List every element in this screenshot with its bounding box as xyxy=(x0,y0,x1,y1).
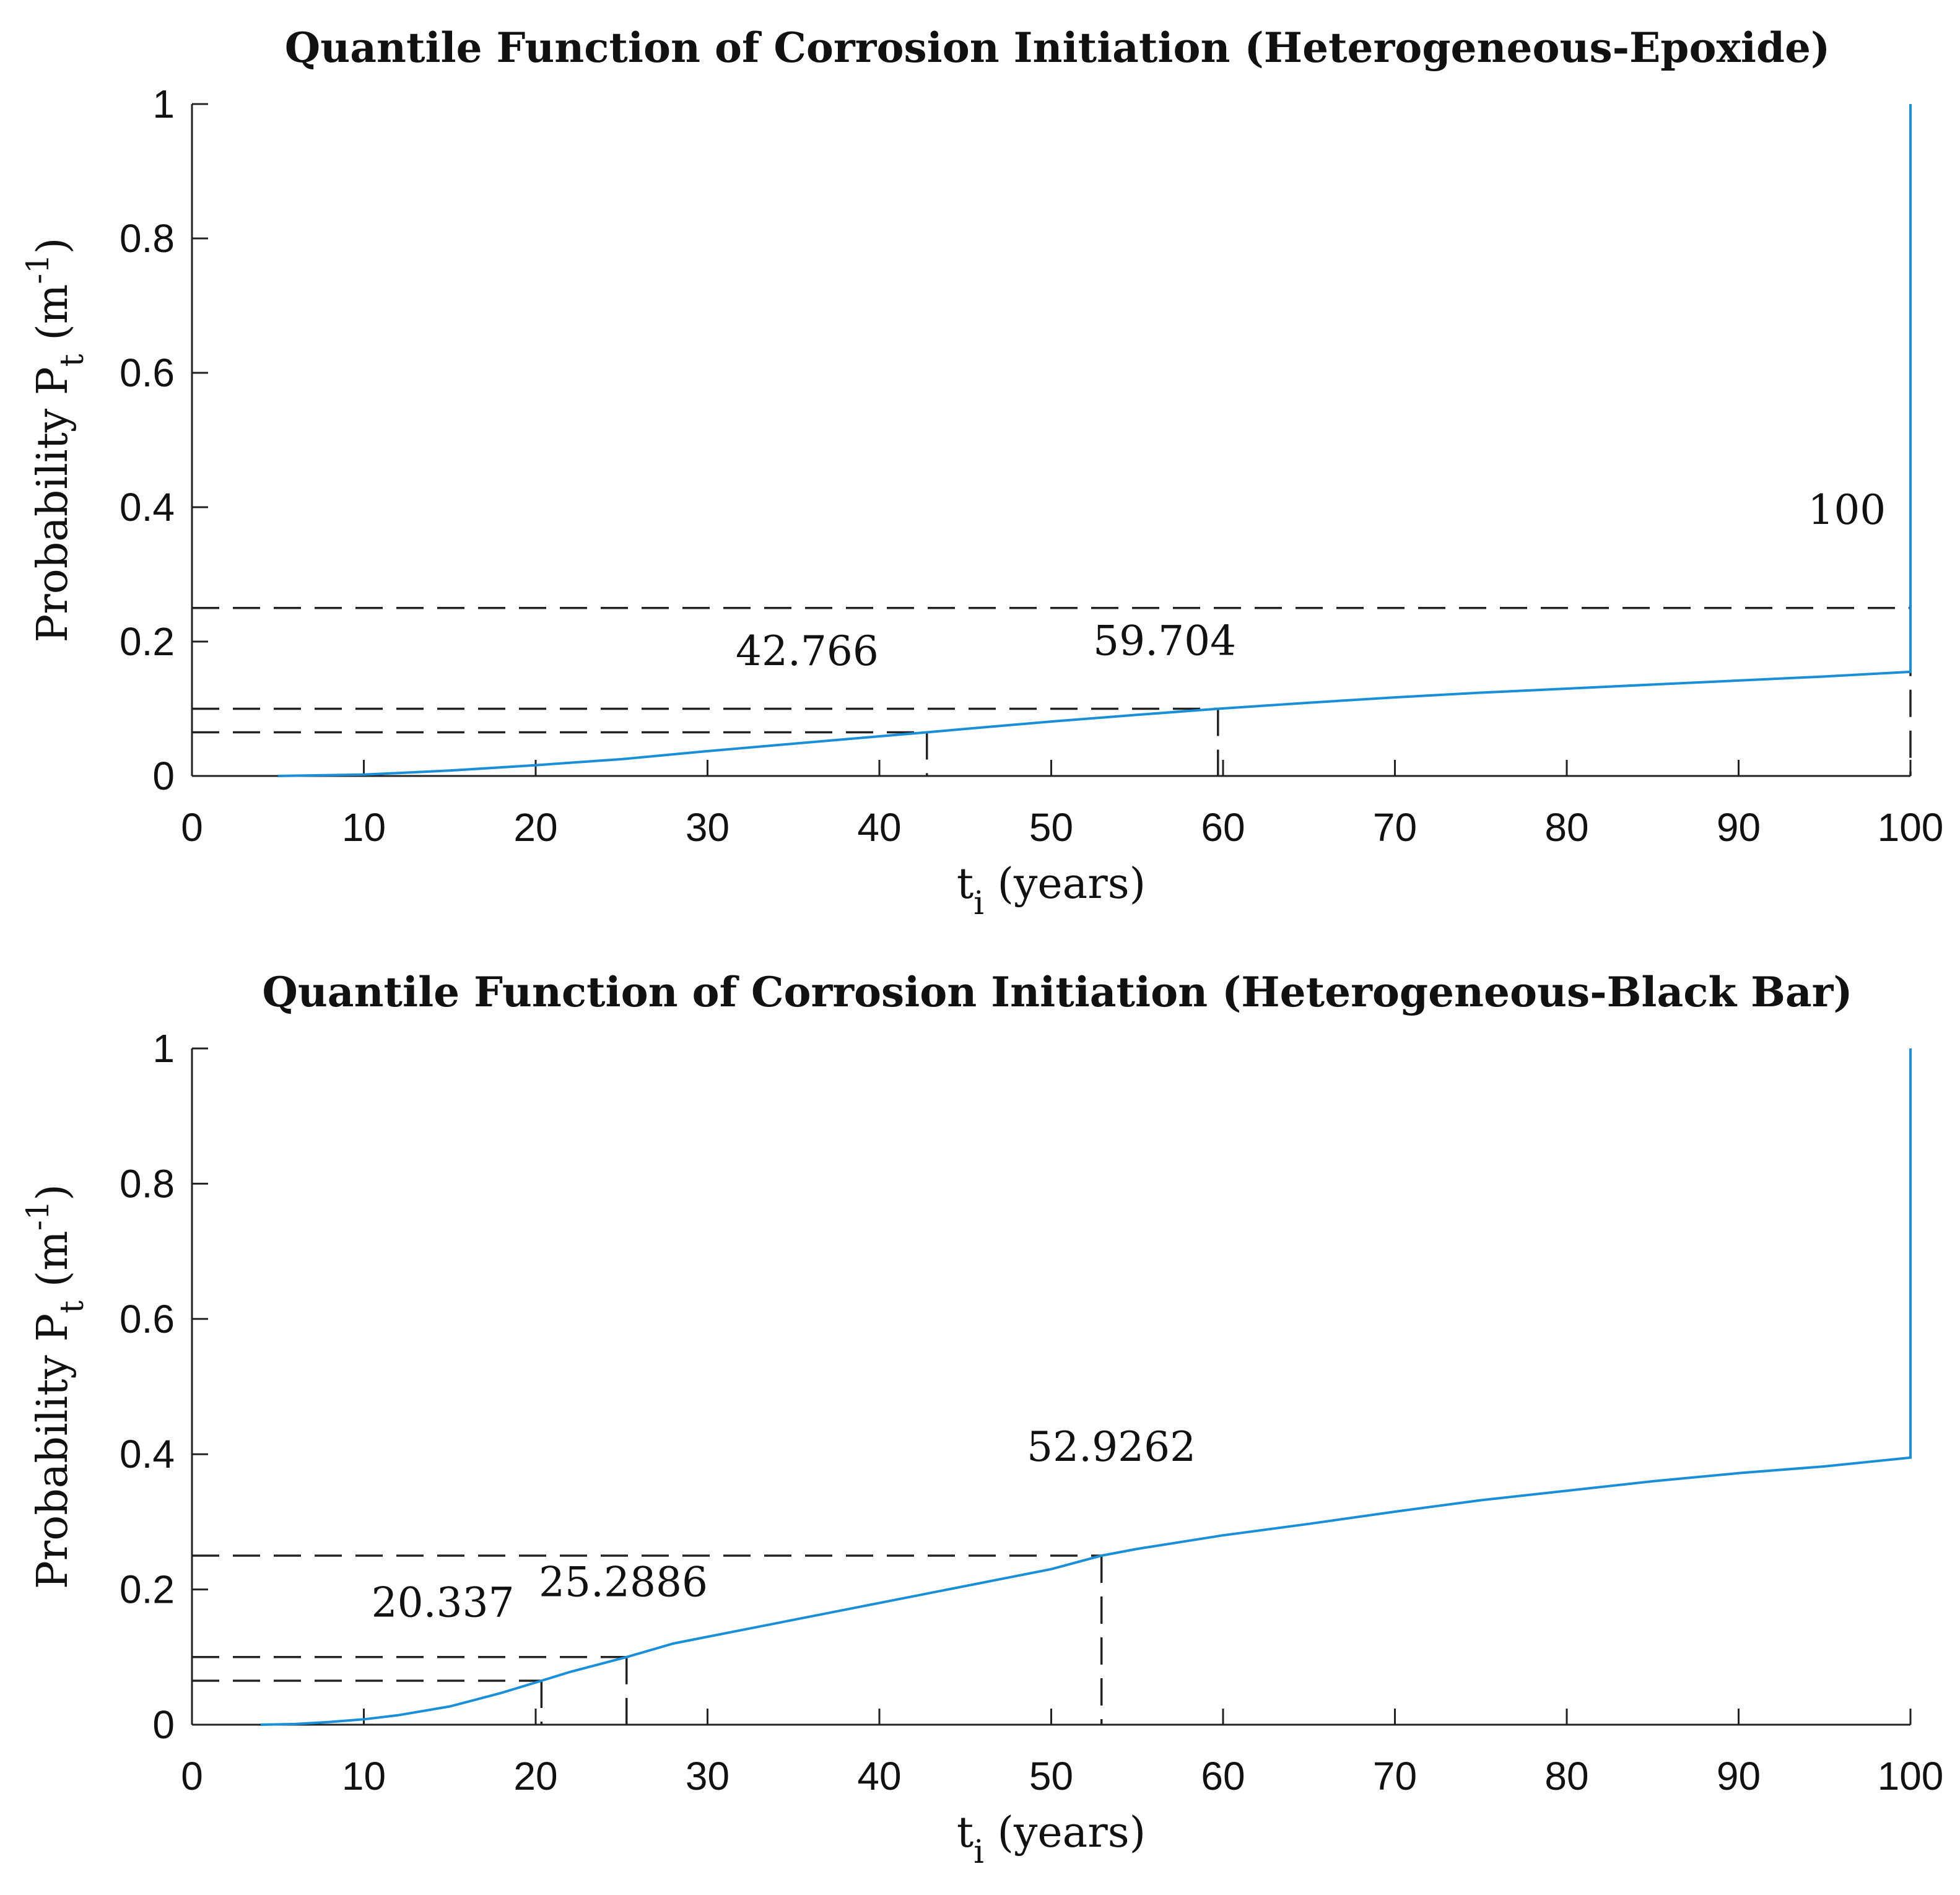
x-tick-label: 90 xyxy=(1717,1754,1761,1798)
y-axis-label-sub: t xyxy=(54,354,91,367)
x-tick-label: 70 xyxy=(1373,805,1417,850)
x-tick-label: 10 xyxy=(342,805,386,850)
y-axis-label: Probability Pt (m-1) xyxy=(20,1184,91,1589)
x-tick-label: 50 xyxy=(1029,1754,1073,1798)
marker-label: 25.2886 xyxy=(539,1559,708,1606)
x-tick-label: 60 xyxy=(1201,1754,1245,1798)
y-axis-label-main: Probability P xyxy=(28,1313,77,1589)
x-tick-label: 100 xyxy=(1878,1754,1944,1798)
y-tick-label: 0.6 xyxy=(120,351,175,395)
y-axis-label-sup: -1 xyxy=(20,1201,56,1231)
x-tick-label: 0 xyxy=(181,805,203,850)
y-tick-label: 0.2 xyxy=(120,619,175,664)
chart-title: Quantile Function of Corrosion Initiatio… xyxy=(262,968,1852,1016)
chart-title: Quantile Function of Corrosion Initiatio… xyxy=(285,24,1831,72)
x-tick-label: 30 xyxy=(686,805,730,850)
x-axis-label-main: t xyxy=(957,1808,973,1857)
marker-label: 20.337 xyxy=(372,1579,515,1626)
marker-label: 59.704 xyxy=(1093,617,1236,665)
series-line xyxy=(277,104,1912,777)
x-tick-label: 20 xyxy=(513,805,557,850)
x-tick-label: 80 xyxy=(1544,805,1588,850)
y-axis-label: Probability Pt (m-1) xyxy=(20,238,91,643)
y-axis-label-open: (m xyxy=(28,284,77,354)
x-axis-label-main: t xyxy=(957,860,973,908)
x-tick-label: 100 xyxy=(1878,805,1944,850)
x-tick-label: 40 xyxy=(857,1754,901,1798)
x-tick-label: 70 xyxy=(1373,1754,1417,1798)
marker-label: 42.766 xyxy=(736,627,879,675)
x-tick-label: 40 xyxy=(857,805,901,850)
y-tick-label: 0 xyxy=(152,754,175,798)
y-tick-label: 0.6 xyxy=(120,1297,175,1341)
chart-black-bar: Quantile Function of Corrosion Initiatio… xyxy=(20,968,1943,1871)
y-axis-label-open: (m xyxy=(28,1231,77,1300)
y-axis-label-close: ) xyxy=(28,238,77,255)
x-axis-label-rest: (years) xyxy=(984,1808,1146,1857)
y-tick-label: 0.8 xyxy=(120,1161,175,1206)
y-axis-label-close: ) xyxy=(28,1184,77,1201)
x-tick-label: 80 xyxy=(1544,1754,1588,1798)
x-tick-label: 0 xyxy=(181,1754,203,1798)
y-tick-label: 1 xyxy=(152,1026,175,1071)
y-axis-label-main: Probability P xyxy=(28,367,77,642)
chart-epoxide: Quantile Function of Corrosion Initiatio… xyxy=(20,24,1943,922)
x-tick-label: 20 xyxy=(513,1754,557,1798)
y-axis-label-sub: t xyxy=(54,1300,91,1313)
y-axis-label-sup: -1 xyxy=(20,254,56,284)
marker-label: 100 xyxy=(1808,486,1886,534)
x-tick-label: 30 xyxy=(686,1754,730,1798)
y-tick-label: 1 xyxy=(152,82,175,126)
y-tick-label: 0.2 xyxy=(120,1567,175,1612)
x-axis-label-rest: (years) xyxy=(984,860,1146,908)
x-tick-label: 50 xyxy=(1029,805,1073,850)
x-axis-label-sub: i xyxy=(973,1834,984,1871)
y-tick-label: 0 xyxy=(152,1702,175,1747)
x-tick-label: 10 xyxy=(342,1754,386,1798)
x-axis-label: ti (years) xyxy=(957,1808,1146,1871)
y-tick-label: 0.4 xyxy=(120,1432,175,1476)
series-line xyxy=(260,1048,1912,1726)
y-tick-label: 0.8 xyxy=(120,216,175,261)
marker-label: 52.9262 xyxy=(1027,1423,1196,1471)
x-axis-label-sub: i xyxy=(973,885,984,922)
y-tick-label: 0.4 xyxy=(120,485,175,529)
x-axis-label: ti (years) xyxy=(957,860,1146,922)
x-tick-label: 60 xyxy=(1201,805,1245,850)
x-tick-label: 90 xyxy=(1717,805,1761,850)
